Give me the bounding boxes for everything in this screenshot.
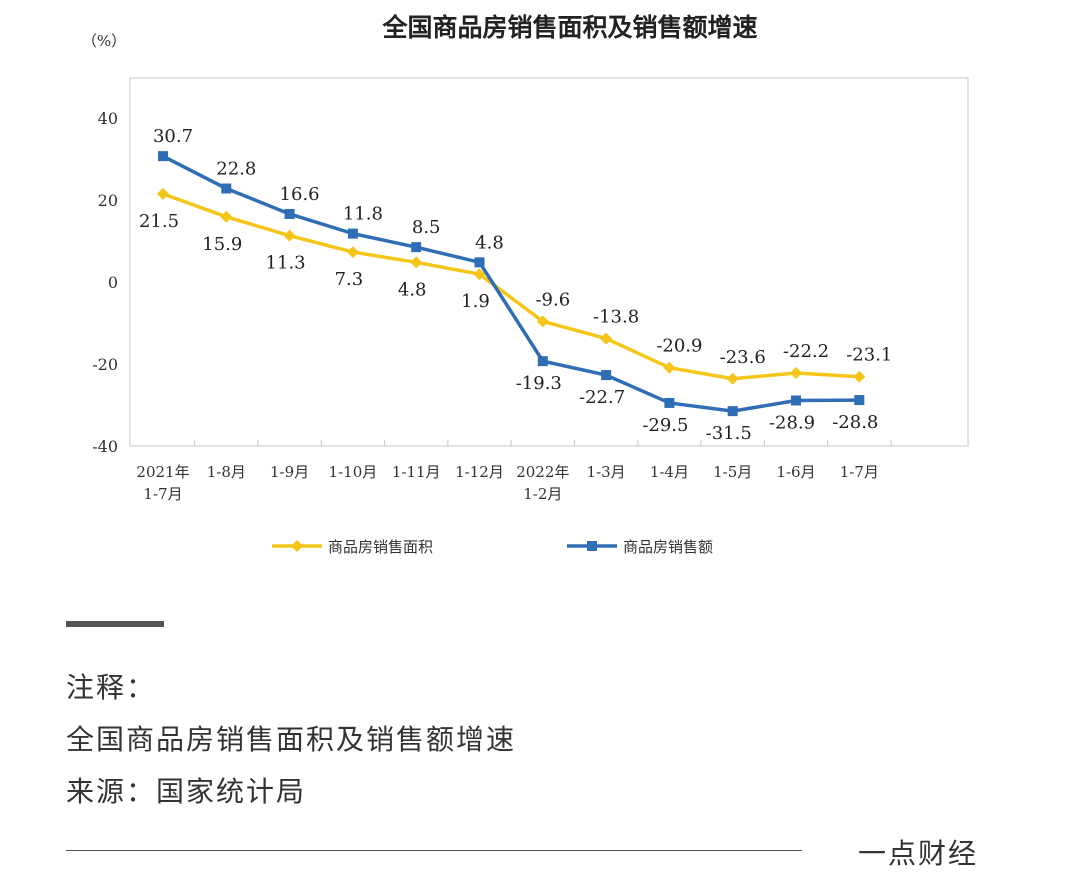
- data-point-marker: [473, 268, 486, 281]
- data-point-marker: [157, 187, 169, 200]
- data-point-marker: [221, 183, 232, 194]
- data-point-marker: [220, 210, 233, 223]
- x-tick-label: 1-12月: [455, 463, 504, 481]
- bottom-divider-line: [66, 850, 802, 851]
- data-point-marker: [726, 372, 739, 385]
- notes-description: 全国商品房销售面积及销售额增速: [66, 723, 517, 756]
- data-point-marker: [410, 256, 423, 269]
- data-label: -23.1: [846, 345, 892, 366]
- data-label: -22.2: [783, 341, 829, 362]
- data-point-marker: [346, 246, 359, 259]
- y-tick-label: -20: [92, 355, 118, 374]
- data-label: 16.6: [280, 184, 320, 205]
- data-label: -31.5: [706, 423, 752, 444]
- note-divider-bar: [66, 621, 164, 627]
- x-tick-label: 1-3月: [587, 463, 626, 481]
- data-point-marker: [791, 395, 801, 406]
- data-point-marker: [537, 356, 548, 367]
- x-tick-label: 1-10月: [329, 463, 378, 481]
- data-point-marker: [284, 208, 295, 219]
- series-line-1: [162, 192, 860, 381]
- y-axis-unit-label: （%）: [82, 32, 126, 50]
- data-point-marker: [158, 151, 168, 162]
- data-label: 15.9: [202, 234, 242, 255]
- data-label: -29.5: [642, 415, 688, 436]
- data-label: 4.8: [475, 232, 504, 253]
- series-line-2: [162, 154, 860, 413]
- chart-title: 全国商品房销售面积及销售额增速: [381, 13, 757, 42]
- y-tick-label: 0: [108, 273, 118, 292]
- x-tick-label: 1-11月: [392, 463, 441, 481]
- data-label: 1.9: [461, 291, 490, 312]
- data-point-marker: [601, 370, 612, 381]
- brand-label: 一点财经: [858, 837, 979, 870]
- x-tick-label: 1-8月: [207, 463, 246, 481]
- y-tick-label: 40: [98, 109, 118, 128]
- data-label: -23.6: [720, 347, 766, 368]
- x-tick-label: 1-4月: [650, 463, 689, 481]
- x-tick-label: 1-2月: [523, 485, 562, 503]
- data-label: -28.9: [769, 412, 815, 433]
- data-label: -9.6: [535, 289, 570, 310]
- x-tick-label: 2022年: [516, 463, 569, 481]
- x-tick-label: 1-5月: [713, 463, 752, 481]
- data-point-marker: [536, 315, 549, 328]
- data-label: -28.8: [832, 412, 878, 433]
- notes-source: 来源：国家统计局: [66, 775, 307, 808]
- data-label: 8.5: [412, 217, 441, 238]
- data-label: 21.5: [139, 211, 179, 232]
- legend-marker-1: [291, 540, 303, 552]
- chart: 全国商品房销售面积及销售额增速 （%） 40 20 0 -20 -40 2021年 1-7…: [82, 13, 969, 556]
- data-label: 30.7: [153, 126, 193, 147]
- y-tick-label: -40: [92, 437, 118, 456]
- data-label: -13.8: [593, 307, 639, 328]
- data-label: 11.3: [266, 253, 306, 274]
- x-tick-label: 1-7月: [143, 485, 182, 503]
- legend-label-2: 商品房销售额: [623, 538, 713, 556]
- data-point-marker: [663, 361, 676, 374]
- notes-block: 注释： 全国商品房销售面积及销售额增速 来源：国家统计局: [66, 668, 516, 824]
- data-label: -20.9: [656, 336, 702, 357]
- data-label: -19.3: [516, 373, 562, 394]
- legend-marker-2: [587, 541, 597, 551]
- plot-frame: [129, 77, 969, 447]
- x-tick-label: 1-6月: [776, 463, 815, 481]
- data-point-marker: [664, 397, 675, 408]
- data-label: 7.3: [335, 269, 364, 290]
- data-label: 11.8: [343, 204, 383, 225]
- x-tick-label: 1-7月: [840, 463, 879, 481]
- y-tick-label: 20: [98, 191, 118, 210]
- legend-label-1: 商品房销售面积: [328, 538, 433, 556]
- data-label: 4.8: [398, 279, 427, 300]
- data-point-marker: [474, 257, 485, 268]
- data-label: -22.7: [579, 387, 625, 408]
- data-point-marker: [283, 229, 296, 242]
- data-point-marker: [854, 395, 865, 406]
- x-tick-label: 1-9月: [270, 463, 309, 481]
- notes-heading: 注释：: [66, 671, 157, 704]
- data-point-marker: [411, 242, 422, 253]
- data-label: 22.8: [216, 159, 256, 180]
- data-point-marker: [600, 332, 613, 345]
- data-point-marker: [727, 406, 738, 417]
- data-point-marker: [790, 367, 802, 380]
- data-point-marker: [853, 370, 866, 383]
- data-point-marker: [347, 228, 358, 239]
- x-tick-label: 2021年: [136, 463, 189, 481]
